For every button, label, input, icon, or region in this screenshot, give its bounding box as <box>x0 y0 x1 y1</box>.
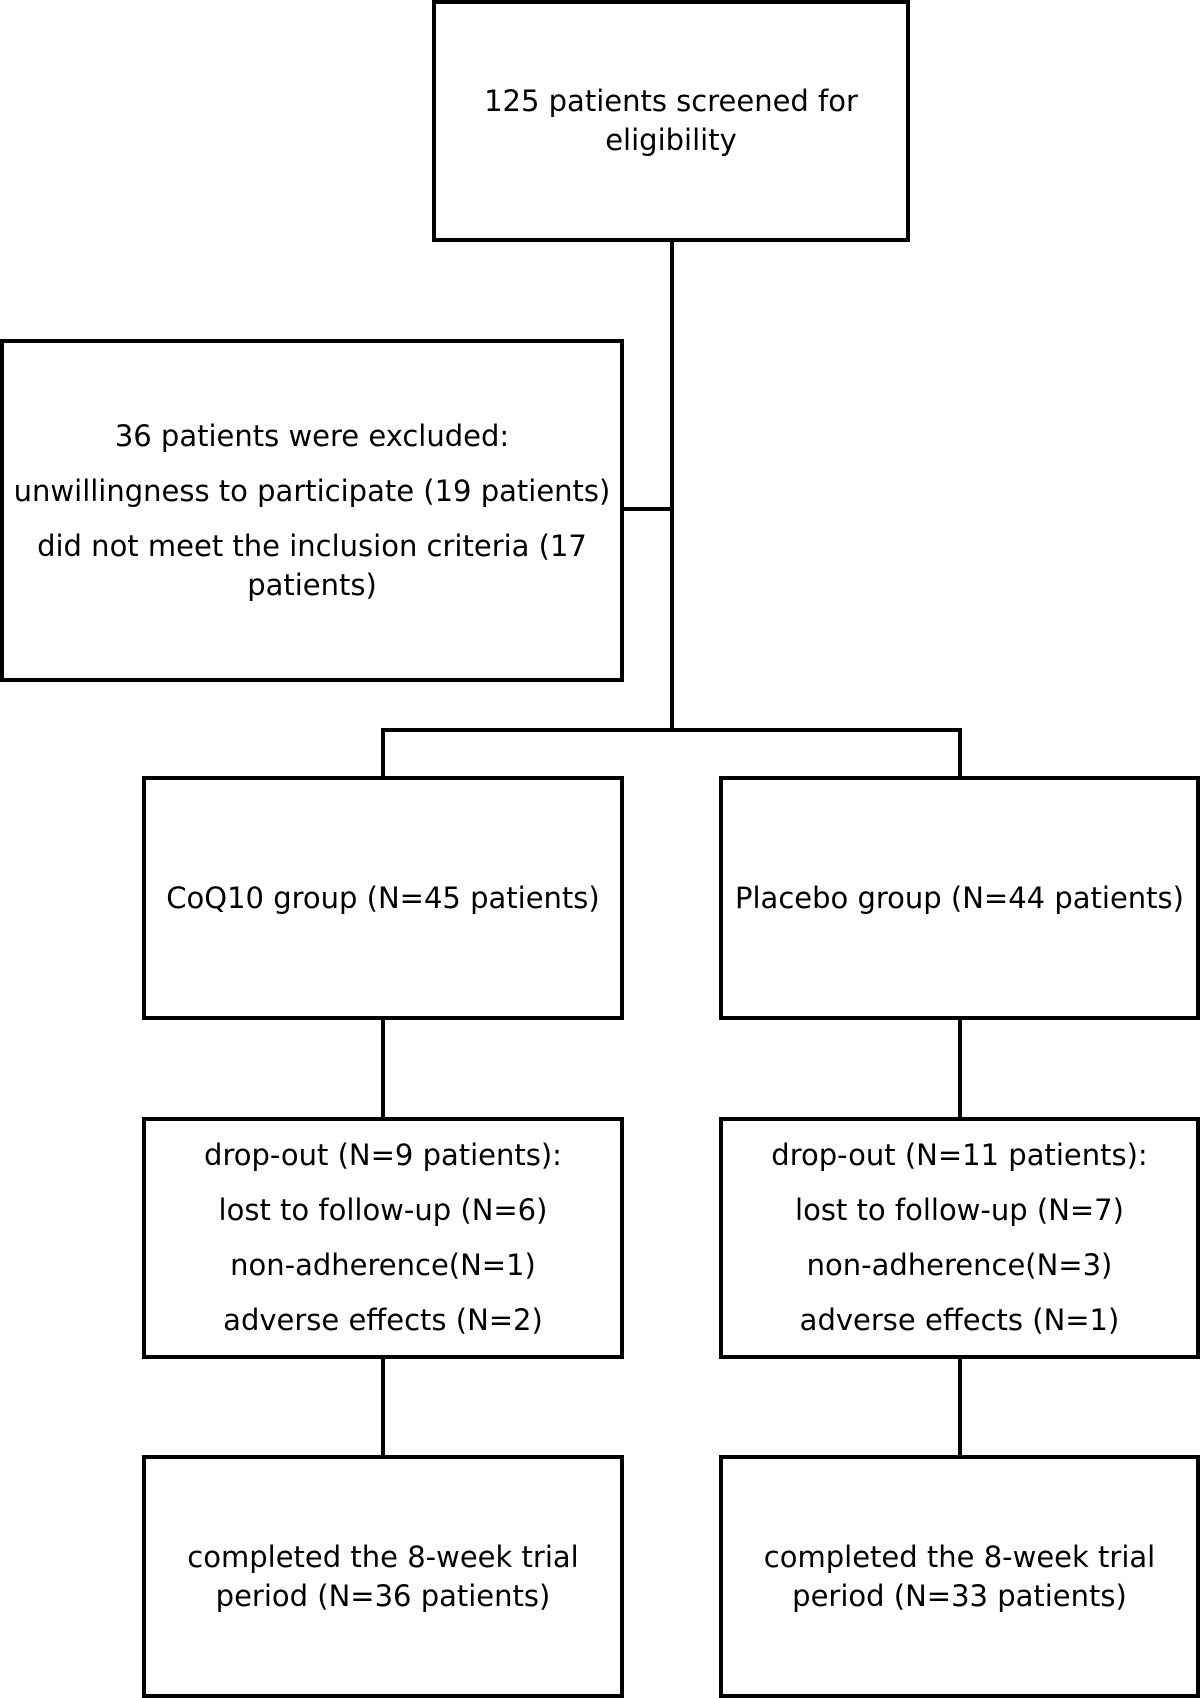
coq10-dropout-adverse: adverse effects (N=2) <box>223 1303 543 1337</box>
connector-coq10-dropout-to-completed <box>381 1357 385 1457</box>
coq10-group-box: CoQ10 group (N=45 patients) <box>142 776 624 1020</box>
placebo-dropout-nonadherence: non-adherence(N=3) <box>806 1248 1113 1282</box>
coq10-completed-line-2: period (N=36 patients) <box>215 1578 551 1613</box>
placebo-dropout-lost: lost to follow-up (N=7) <box>795 1193 1124 1227</box>
placebo-dropout-box: drop-out (N=11 patients): lost to follow… <box>719 1117 1200 1359</box>
placebo-dropout-heading: drop-out (N=11 patients): <box>771 1138 1148 1172</box>
connector-exclusion-branch <box>620 507 672 511</box>
placebo-group-box: Placebo group (N=44 patients) <box>719 776 1200 1020</box>
screening-line-1: 125 patients screened for <box>484 84 858 118</box>
placebo-completed-box: completed the 8-week trial period (N=33 … <box>719 1455 1200 1698</box>
coq10-completed-line-1: completed the 8-week trial <box>187 1539 579 1574</box>
connector-coq10-to-dropout <box>381 1018 385 1120</box>
coq10-dropout-heading: drop-out (N=9 patients): <box>204 1138 562 1172</box>
coq10-completed-box: completed the 8-week trial period (N=36 … <box>142 1455 624 1698</box>
placebo-completed-line-2: period (N=33 patients) <box>792 1578 1127 1613</box>
exclusion-reason-unwilling: unwillingness to participate (19 patient… <box>13 473 611 508</box>
connector-split-horizontal <box>381 728 962 732</box>
exclusion-heading: 36 patients were excluded: <box>114 418 510 453</box>
connector-split-to-placebo <box>958 728 962 778</box>
exclusion-box: 36 patients were excluded: unwillingness… <box>0 339 624 682</box>
coq10-dropout-box: drop-out (N=9 patients): lost to follow-… <box>142 1117 624 1359</box>
connector-placebo-to-dropout <box>958 1018 962 1120</box>
exclusion-reason-criteria: did not meet the inclusion criteria (17 <box>37 528 587 563</box>
coq10-dropout-lost: lost to follow-up (N=6) <box>218 1193 548 1227</box>
placebo-completed-line-1: completed the 8-week trial <box>763 1539 1156 1574</box>
connector-split-to-coq10 <box>381 728 385 778</box>
coq10-dropout-nonadherence: non-adherence(N=1) <box>230 1248 536 1282</box>
placebo-group-label: Placebo group (N=44 patients) <box>735 880 1184 915</box>
exclusion-reason-criteria-cont: patients) <box>247 567 377 602</box>
coq10-group-label: CoQ10 group (N=45 patients) <box>166 880 600 915</box>
connector-screening-to-split <box>670 240 674 730</box>
screening-box: 125 patients screened for eligibility <box>432 0 910 242</box>
placebo-dropout-adverse: adverse effects (N=1) <box>799 1303 1120 1337</box>
screening-line-2: eligibility <box>605 123 737 157</box>
connector-placebo-dropout-to-completed <box>958 1357 962 1457</box>
